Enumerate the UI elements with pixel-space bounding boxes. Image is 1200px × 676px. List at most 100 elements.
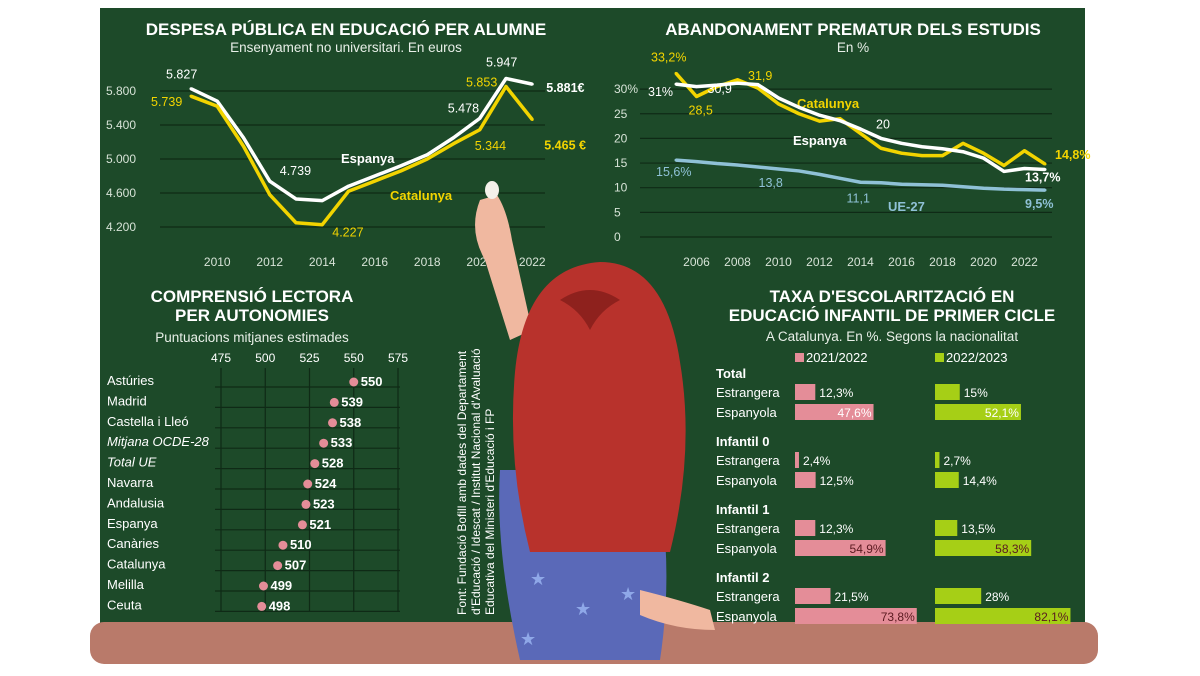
data-point — [242, 144, 245, 148]
bar — [935, 588, 982, 604]
chart4-enrolment: 2021/2022 2022/2023 Total Estrangera 12,3% 15… — [716, 350, 1071, 624]
hair-detail — [560, 290, 620, 330]
data-point — [797, 112, 801, 116]
data-point — [328, 418, 338, 428]
category-label: Canàries — [107, 536, 160, 551]
group-label: Infantil 2 — [716, 570, 769, 585]
bar — [795, 540, 886, 556]
category-label: Espanya — [107, 516, 158, 531]
data-point — [399, 164, 403, 168]
data-point — [777, 102, 780, 106]
data-point — [879, 136, 883, 140]
data-point — [347, 189, 350, 193]
data-point — [1043, 167, 1047, 171]
value-label: 510 — [290, 537, 312, 552]
star-icon: ★ — [520, 629, 536, 649]
row-label: Estrangera — [716, 521, 780, 536]
y-tick-label: 10 — [614, 181, 628, 195]
legend-swatch — [935, 353, 944, 362]
bar — [935, 472, 959, 488]
x-tick-label: 2022 — [519, 255, 546, 269]
data-point — [879, 181, 883, 185]
bar — [935, 404, 1021, 420]
data-point — [695, 160, 698, 164]
category-label: Astúries — [107, 373, 154, 388]
source-line-3: Educativa del Ministeri d'Educació i FP — [483, 409, 497, 615]
x-tick-label: 500 — [255, 351, 275, 365]
chart3-title-line2: PER AUTONOMIES — [175, 306, 329, 325]
star-icon: ★ — [575, 599, 591, 619]
chart4-subtitle: A Catalunya. En %. Segons la nacionalita… — [766, 329, 1018, 344]
data-point — [294, 221, 298, 225]
data-point — [838, 119, 842, 123]
data-point — [1002, 169, 1006, 173]
data-point — [879, 146, 883, 150]
x-tick-label: 2010 — [204, 255, 231, 269]
x-tick-label: 2012 — [806, 255, 833, 269]
data-point — [736, 78, 739, 82]
group-label: Total — [716, 366, 746, 381]
x-tick-label: 550 — [344, 351, 364, 365]
y-tick-label: 5 — [614, 205, 621, 219]
chart1-subtitle: Ensenyament no universitari. En euros — [230, 40, 462, 55]
data-point — [425, 153, 429, 157]
y-tick-label: 5.000 — [106, 152, 136, 166]
data-point — [1023, 166, 1026, 170]
bar — [935, 384, 960, 400]
data-point — [756, 86, 760, 90]
data-point — [695, 85, 698, 89]
chart3-title: COMPRENSIÓ LECTORA — [151, 287, 354, 306]
data-label: 30,9 — [708, 82, 732, 96]
x-tick-label: 2014 — [309, 255, 336, 269]
chart1-spending: 4.200 4.600 5.000 5.400 5.800 2010 2012 2014 201… — [106, 56, 586, 269]
bar — [795, 520, 816, 536]
source-line-1: Font: Fundació Bofill amb dades del Depa… — [455, 350, 469, 615]
series-label: Espanya — [341, 151, 395, 166]
x-tick-label: 575 — [388, 351, 408, 365]
data-point — [674, 158, 678, 162]
data-point — [258, 581, 268, 591]
series-label: UE-27 — [888, 199, 925, 214]
data-label: 20 — [876, 117, 890, 131]
data-point — [695, 94, 698, 98]
raised-arm — [475, 195, 532, 340]
data-point — [478, 116, 482, 120]
data-point — [941, 154, 944, 158]
data-point — [900, 151, 903, 155]
data-point — [329, 397, 339, 407]
value-label: 523 — [313, 496, 335, 511]
x-tick-label: 2018 — [414, 255, 441, 269]
data-point — [715, 162, 719, 166]
data-point — [399, 169, 403, 173]
data-point — [736, 163, 739, 167]
data-label: 13,8 — [759, 176, 783, 190]
data-point — [373, 174, 377, 178]
data-label: 5.739 — [151, 95, 182, 109]
data-label: 5.478 — [448, 101, 479, 115]
value-label: 82,1% — [1034, 610, 1068, 624]
star-icon: ★ — [620, 584, 636, 604]
bar — [935, 520, 958, 536]
row-label: Estrangera — [716, 385, 780, 400]
value-label: 15% — [964, 386, 988, 400]
x-tick-label: 2016 — [888, 255, 915, 269]
value-label: 524 — [315, 476, 337, 491]
data-point — [310, 459, 320, 469]
value-label: 54,9% — [850, 542, 884, 556]
value-label: 533 — [331, 435, 353, 450]
bar — [935, 608, 1071, 624]
y-tick-label: 4.600 — [106, 186, 136, 200]
data-label: 5.465 € — [544, 138, 586, 152]
row-label: Espanyola — [716, 473, 777, 488]
data-point — [530, 82, 534, 86]
group-label: Infantil 1 — [716, 502, 769, 517]
value-label: 12,5% — [820, 474, 854, 488]
data-point — [425, 157, 429, 161]
category-label: Ceuta — [107, 597, 142, 612]
value-label: 14,4% — [963, 474, 997, 488]
category-label: Madrid — [107, 393, 147, 408]
y-tick-label: 5.400 — [106, 118, 136, 132]
bar — [795, 404, 874, 420]
star-icon: ★ — [530, 569, 546, 589]
